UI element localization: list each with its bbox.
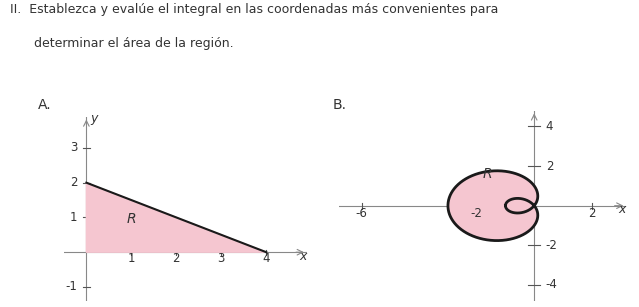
Text: y: y [91,112,98,125]
Text: -2: -2 [546,239,558,252]
Text: A.: A. [38,98,52,112]
Text: 2: 2 [70,176,77,189]
Text: B.: B. [332,98,346,112]
Text: 3: 3 [70,142,77,154]
Text: 2: 2 [588,207,596,220]
Text: -6: -6 [356,207,367,220]
Text: -4: -4 [546,278,558,292]
Polygon shape [86,183,266,252]
Text: 1: 1 [70,211,77,224]
Polygon shape [448,171,538,241]
Text: x: x [300,250,307,263]
Text: R: R [482,167,492,181]
Text: 4: 4 [263,252,270,265]
Text: 2: 2 [173,252,180,265]
Text: -1: -1 [66,281,77,293]
Text: 3: 3 [218,252,225,265]
Text: R: R [127,212,137,226]
Text: 1: 1 [128,252,135,265]
Text: x: x [618,203,626,216]
Text: determinar el área de la región.: determinar el área de la región. [10,37,233,50]
Text: -2: -2 [471,207,482,220]
Text: 2: 2 [546,160,553,173]
Text: II.  Establezca y evalúe el integral en las coordenadas más convenientes para: II. Establezca y evalúe el integral en l… [10,3,498,16]
Text: 4: 4 [546,120,553,133]
